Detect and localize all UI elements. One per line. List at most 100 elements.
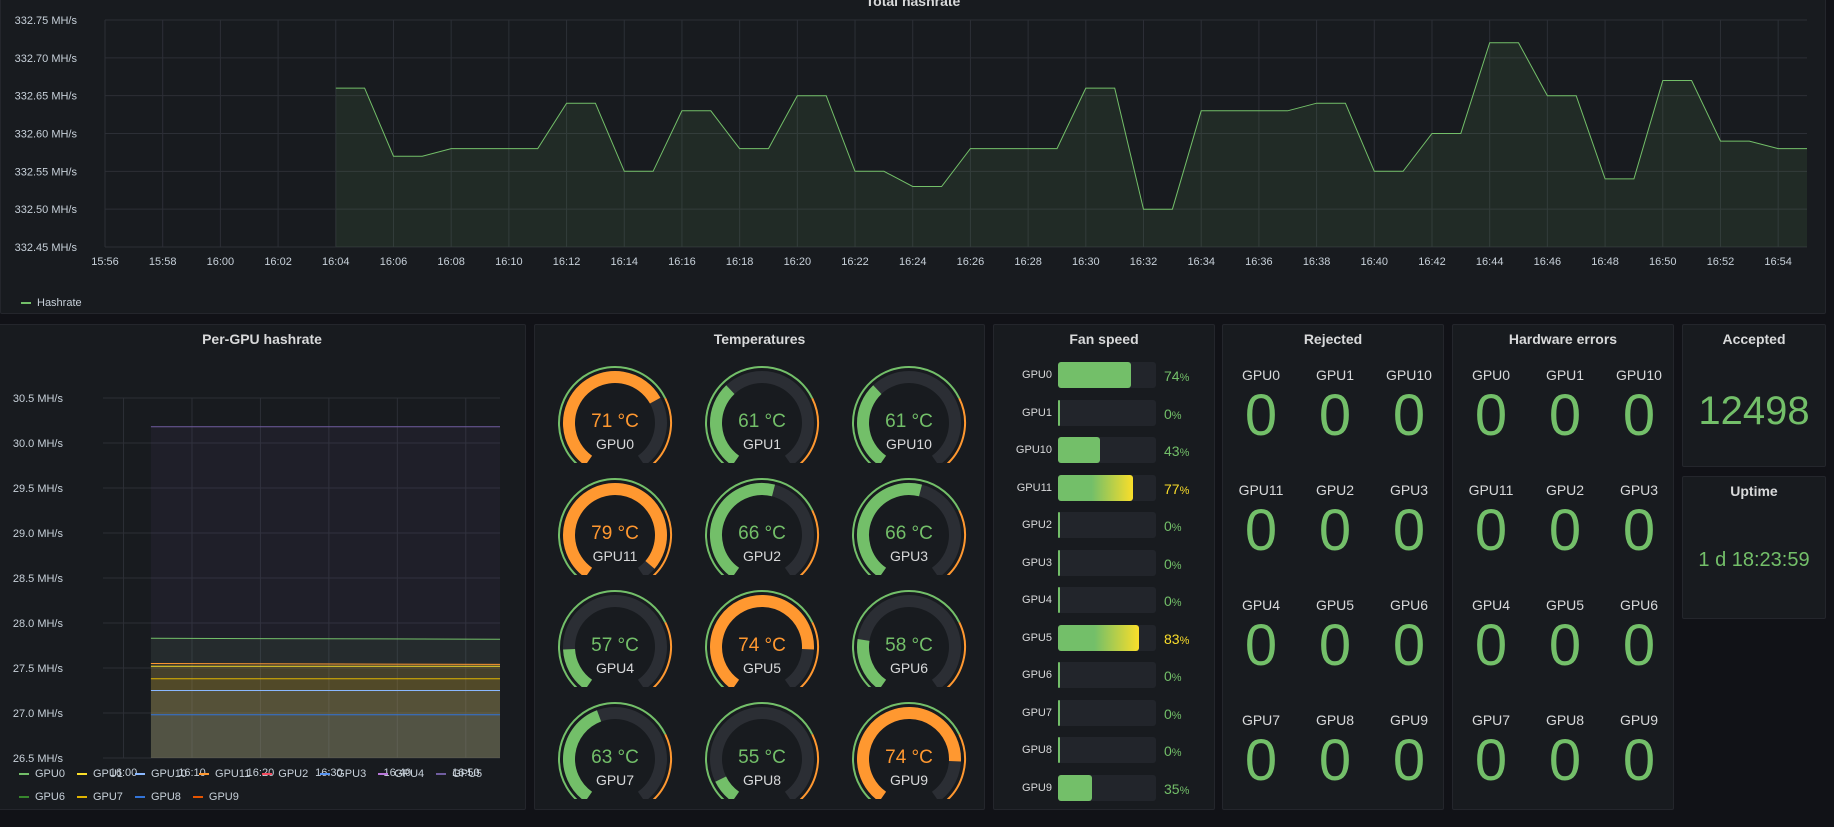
threshold-arc-green [705,702,814,806]
stat-label: GPU7 [1471,712,1511,728]
fan-bar-track [1058,549,1156,576]
fan-bar-fill [1058,699,1060,726]
fan-value-unit: % [1171,409,1182,422]
gauge-label: GPU1 [742,436,782,452]
fan-row-gpu5: GPU5 83% [994,624,1214,652]
y-tick-label: 28.5 MH/s [13,573,64,585]
fan-bar-track [1058,437,1156,463]
gauge-dial [705,478,819,582]
y-tick-label: 332.75 MH/s [15,15,78,27]
fan-value: 0% [1164,743,1182,759]
threshold-arc-green [852,478,961,582]
stat-cell-gpu3: GPU3 0 [1377,482,1441,560]
y-tick-label: 27.0 MH/s [13,708,64,720]
legend-item-gpu11[interactable]: GPU11 [199,764,250,784]
fan-bar-track [1058,662,1156,688]
y-tick-label: 332.45 MH/s [15,242,78,254]
fan-value: 0% [1164,556,1182,572]
stat-label: GPU6 [1619,597,1659,613]
legend-swatch [134,796,145,798]
legend-item-gpu1[interactable]: GPU1 [76,764,123,784]
x-tick-label: 16:18 [726,256,754,268]
y-tick-label: 332.55 MH/s [15,166,78,178]
x-tick-label: 16:14 [610,256,638,268]
gauge-label: GPU4 [595,660,635,676]
stat-cell-gpu0: GPU0 0 [1459,367,1523,445]
stat-cell-gpu11: GPU11 0 [1459,482,1523,560]
stat-label: GPU11 [1468,482,1514,498]
y-tick-label: 29.5 MH/s [13,483,64,495]
series-line-gpu0 [150,637,501,640]
uptime-value: 1 d 18:23:59 [1698,549,1810,571]
legend: GPU0 GPU1 GPU10 GPU11 GPU2 GPU3 GPU4 GPU5 GPU6 GP… [19,761,519,807]
x-tick-label: 16:06 [380,256,408,268]
accepted-value: 12498 [1698,389,1810,433]
fan-value-number: 0 [1164,743,1172,759]
legend-label: GPU1 [92,768,123,780]
legend-label: GPU5 [452,768,483,780]
threshold-arc-green [558,590,667,694]
legend-item-gpu2[interactable]: GPU2 [262,764,308,784]
fan-bar-fill [1058,587,1060,613]
fan-value-unit: % [1171,709,1182,722]
legend-item-gpu3[interactable]: GPU3 [320,764,366,784]
stat-cell-gpu10: GPU10 0 [1377,367,1441,445]
legend-item-gpu5[interactable]: GPU5 [436,764,482,784]
threshold-arc-green [852,366,961,470]
stat-cell-gpu9: GPU9 0 [1377,712,1441,790]
y-tick-label: 27.5 MH/s [13,663,64,675]
legend-item-gpu9[interactable]: GPU9 [192,787,239,807]
legend-item-hashrate[interactable]: Hashrate [21,297,82,309]
fan-label: GPU10 [1015,444,1052,456]
threshold-arc-orange [940,733,966,806]
legend-item-gpu8[interactable]: GPU8 [134,787,181,807]
temperature-gauge-gpu0: 71 °C GPU0 [555,363,675,470]
fan-value-unit: % [1171,522,1182,534]
legend: Hashrate [21,291,94,309]
legend-item-gpu6[interactable]: GPU6 [19,787,65,807]
stat-label: GPU1 [1545,367,1585,383]
total-hashrate-chart[interactable]: 332.75 MH/s 332.70 MH/s 332.65 MH/s 332.60 … [1,1,1827,301]
threshold-arc-green [705,478,814,582]
stat-cell-gpu6: GPU6 0 [1377,597,1441,675]
series-area-gpu8 [150,714,500,758]
panel-title: Accepted [1722,331,1786,347]
uptime-panel: Uptime 1 d 18:23:59 [1682,476,1826,619]
gauge-value-arc [857,639,887,690]
fan-bar-fill [1058,512,1060,538]
threshold-arc-green [705,590,814,694]
x-tick-label: 16:00 [207,256,235,268]
stat-value: 0 [1622,498,1656,563]
y-tick-label: 332.50 MH/s [15,204,78,216]
fan-value-unit: % [1171,747,1182,759]
gauge-dial [558,590,672,694]
legend-item-gpu0[interactable]: GPU0 [19,764,65,784]
gauge-label: GPU11 [592,548,638,564]
legend-item-gpu7[interactable]: GPU7 [76,787,123,807]
stat-cell-gpu4: GPU4 0 [1229,597,1293,675]
fan-label: GPU1 [1022,406,1052,419]
gauge-label: GPU0 [595,436,635,452]
stat-cell-gpu0: GPU0 0 [1229,367,1293,445]
fan-row-gpu4: GPU4 0% [994,586,1214,614]
stat-cell-gpu5: GPU5 0 [1303,597,1367,675]
x-tick-label: 16:16 [668,256,696,268]
legend-label: GPU9 [208,791,239,803]
total-hashrate-panel: Total hashrate 332.75 MH/s 332.70 MH/s 332… [0,0,1826,314]
legend-item-gpu10[interactable]: GPU10 [134,764,187,784]
per-gpu-hashrate-chart[interactable]: 30.5 MH/s 30.0 MH/s 29.5 MH/s 29.0 MH/s 28.5… [0,353,527,793]
fan-row-gpu8: GPU8 0% [994,736,1214,764]
gauge-value-arc [710,385,740,466]
stat-cell-gpu3: GPU3 0 [1607,482,1671,560]
legend-item-gpu4[interactable]: GPU4 [378,764,424,784]
stat-value: 0 [1318,728,1352,793]
fan-value-number: 83 [1164,630,1180,647]
stat-value: 0 [1244,613,1278,678]
y-tick-label: 332.65 MH/s [15,91,78,103]
gauge-value: 58 °C [885,635,933,656]
temperature-gauge-gpu7: 63 °C GPU7 [555,699,675,806]
threshold-arc-orange [793,621,819,694]
fan-value-number: 0 [1164,518,1172,534]
fan-bar-track [1058,699,1156,726]
x-tick-label: 16:22 [841,256,869,268]
